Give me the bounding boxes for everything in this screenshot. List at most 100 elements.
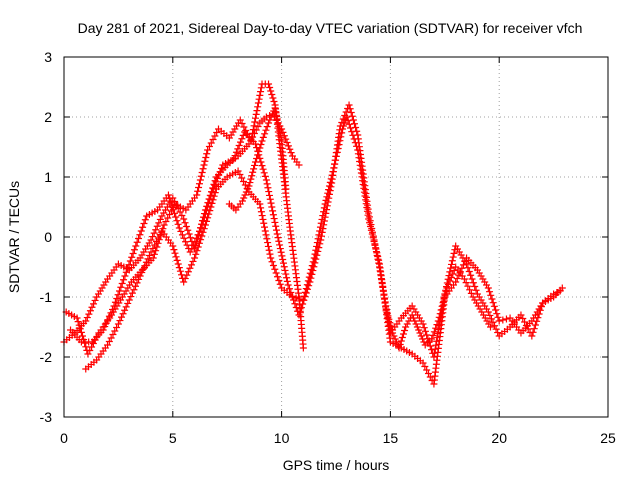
data-point [114, 291, 122, 299]
y-tick-label: 1 [44, 169, 52, 185]
data-point [420, 338, 428, 346]
data-point [533, 317, 541, 325]
ticks [63, 56, 609, 418]
data-point [408, 311, 416, 319]
data-point [145, 251, 153, 259]
data-point [403, 320, 411, 328]
data-point [266, 84, 274, 91]
data-point [237, 138, 245, 146]
data-point [416, 329, 424, 337]
data-point [251, 161, 259, 169]
data-point [85, 310, 93, 318]
data-point [175, 264, 183, 272]
data-point [108, 305, 116, 313]
data-point [397, 337, 405, 345]
data-point [260, 219, 268, 227]
data-point [386, 319, 394, 327]
data-point [499, 316, 507, 324]
data-point [307, 274, 315, 282]
data-point [152, 226, 160, 234]
data-point [346, 105, 354, 113]
data-point [269, 207, 277, 215]
data-point [280, 263, 288, 271]
data-point [535, 310, 543, 318]
data-point [238, 197, 246, 205]
data-point [251, 118, 259, 126]
data-point [297, 304, 305, 312]
data-point [276, 245, 284, 253]
data-point [300, 296, 308, 304]
data-point [193, 191, 201, 199]
data-point [204, 202, 212, 210]
data-point [83, 314, 91, 322]
data-point [211, 181, 219, 189]
data-point [277, 133, 285, 141]
data-point [283, 277, 291, 285]
data-point [256, 144, 264, 152]
data-point [379, 286, 387, 294]
data-point [471, 283, 479, 290]
data-point [169, 242, 177, 250]
data-point [538, 303, 546, 311]
data-point [372, 244, 380, 252]
data-point [119, 310, 127, 318]
data-point [135, 275, 143, 283]
data-point [175, 224, 183, 232]
data-point [327, 183, 335, 191]
data-point [231, 152, 239, 160]
data-point [484, 284, 492, 292]
data-point [261, 223, 269, 231]
data-point [536, 306, 544, 314]
data-point [379, 282, 387, 290]
data-point [186, 264, 194, 272]
y-tick-label: -1 [40, 289, 53, 305]
data-point [174, 220, 182, 228]
data-point [420, 324, 428, 332]
data-point [76, 325, 84, 333]
data-point [147, 236, 155, 244]
data-point [395, 344, 403, 352]
data-point [200, 161, 208, 169]
data-point [378, 279, 386, 287]
data-point [247, 175, 255, 183]
data-point [429, 331, 437, 339]
data-point [349, 116, 357, 124]
data-point [373, 251, 381, 259]
data-point [311, 259, 319, 267]
data-point [444, 281, 452, 288]
data-point [269, 211, 277, 219]
data-point [257, 204, 265, 212]
data-point [493, 310, 501, 318]
data-point [244, 185, 252, 193]
data-point [381, 294, 389, 302]
data-point [153, 222, 161, 230]
data-point [491, 322, 499, 330]
data-point [215, 171, 223, 179]
data-point [399, 330, 407, 338]
data-point [274, 273, 282, 281]
data-point [287, 149, 295, 157]
data-point [269, 262, 277, 269]
data-point [283, 139, 291, 146]
data-point [345, 101, 353, 109]
data-point [415, 326, 423, 334]
data-point [371, 240, 379, 248]
data-point [141, 216, 149, 224]
data-point [183, 271, 191, 279]
data-point [217, 164, 225, 172]
data-point [305, 282, 313, 290]
data-point [440, 295, 448, 303]
data-point [173, 217, 181, 225]
data-point [377, 271, 385, 279]
data-point [258, 212, 266, 220]
data-point [135, 235, 143, 242]
data-point [421, 327, 429, 335]
data-point [531, 321, 539, 329]
data-point [261, 227, 269, 235]
data-point [314, 247, 322, 255]
data-point [409, 314, 417, 322]
data-point [276, 280, 284, 288]
data-point [208, 188, 216, 196]
data-point [484, 308, 492, 316]
